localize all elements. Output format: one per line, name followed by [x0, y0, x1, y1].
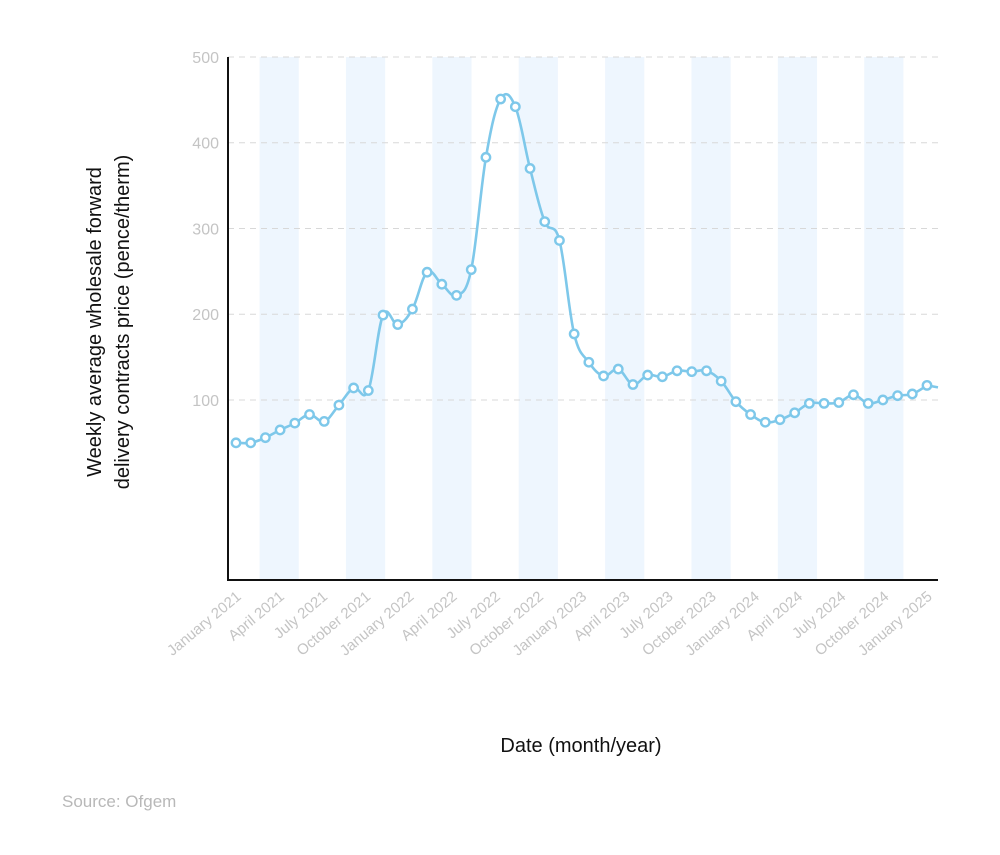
data-point — [539, 216, 551, 228]
data-point — [627, 379, 639, 390]
data-point — [480, 151, 492, 163]
y-axis-ticks: 100 200 300 400 500 — [192, 50, 219, 410]
data-point — [362, 385, 374, 396]
data-point — [333, 399, 345, 411]
quarter-band — [777, 57, 818, 580]
data-point — [304, 409, 315, 420]
x-tick-label: October 2022 — [466, 588, 547, 659]
quarter-band — [518, 57, 558, 580]
x-tick-label: October 2021 — [294, 588, 375, 659]
y-tick-label: 100 — [192, 393, 219, 410]
x-tick-label: January 2025 — [855, 588, 936, 659]
data-point — [656, 371, 668, 383]
data-point — [906, 388, 918, 400]
x-tick-label: January 2021 — [164, 588, 245, 659]
x-tick-label: October 2024 — [812, 588, 893, 659]
data-point — [848, 389, 859, 401]
data-point — [554, 235, 565, 246]
data-point — [495, 93, 507, 105]
data-point — [318, 415, 330, 427]
data-point — [377, 309, 389, 321]
quarter-band — [864, 57, 904, 580]
x-tick-label: January 2023 — [510, 588, 591, 659]
source-note: Source: Ofgem — [62, 792, 177, 811]
data-point — [392, 319, 404, 330]
data-point — [892, 390, 903, 402]
quarter-band — [432, 57, 472, 580]
data-point — [818, 397, 830, 409]
quarter-band — [605, 57, 645, 580]
data-point — [642, 369, 654, 381]
y-tick-label: 500 — [192, 50, 219, 67]
data-point — [230, 437, 242, 449]
y-axis-title-line: delivery contracts price (pence/therm) — [112, 155, 134, 490]
data-point — [465, 264, 477, 276]
series-line — [235, 92, 939, 445]
x-tick-label: January 2022 — [337, 588, 418, 659]
data-point — [524, 163, 536, 174]
data-point — [730, 396, 742, 408]
data-point — [436, 278, 448, 290]
data-point — [715, 375, 727, 387]
data-point — [289, 417, 301, 429]
data-point — [745, 409, 756, 420]
data-point — [421, 266, 433, 278]
data-point — [862, 397, 874, 409]
data-point — [671, 365, 683, 377]
data-point — [274, 424, 286, 436]
data-point — [774, 414, 786, 426]
data-point — [245, 437, 257, 449]
data-point — [407, 303, 418, 315]
y-axis-title: Weekly average wholesale forward delivery… — [84, 155, 134, 490]
data-point — [686, 366, 698, 378]
data-point — [568, 328, 580, 340]
y-tick-label: 300 — [192, 221, 219, 238]
data-point — [598, 370, 609, 382]
alternating-quarter-bands — [259, 57, 904, 580]
y-tick-label: 200 — [192, 307, 219, 324]
data-point — [877, 394, 889, 406]
quarter-band — [259, 57, 299, 580]
data-points — [230, 93, 933, 449]
data-point — [921, 379, 933, 391]
data-point — [451, 289, 462, 301]
quarter-band — [691, 57, 731, 580]
data-point — [759, 416, 771, 428]
data-point — [701, 365, 712, 377]
data-point — [260, 432, 271, 444]
y-tick-label: 400 — [192, 136, 219, 153]
data-point — [509, 101, 521, 113]
x-tick-label: October 2023 — [639, 588, 720, 659]
x-axis-title: Date (month/year) — [500, 735, 661, 757]
quarter-band — [345, 57, 386, 580]
x-tick-label: January 2024 — [682, 588, 763, 659]
data-point — [803, 397, 815, 409]
data-point — [612, 363, 624, 375]
data-point — [583, 356, 595, 368]
gridlines — [228, 56, 938, 401]
y-axis-title-line: Weekly average wholesale forward — [84, 167, 106, 477]
data-point — [789, 407, 801, 419]
data-point — [348, 382, 360, 394]
data-point — [833, 397, 845, 408]
